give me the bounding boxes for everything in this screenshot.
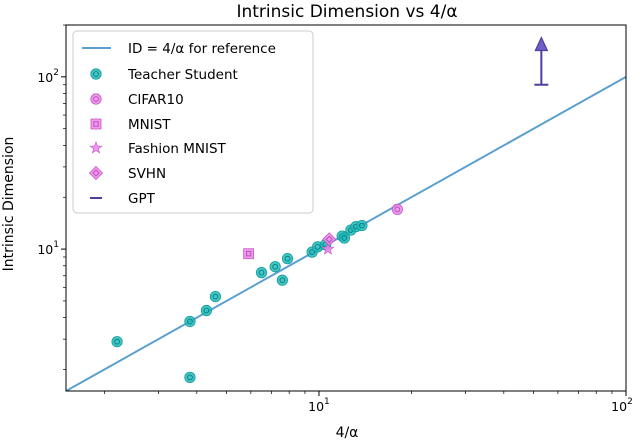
- point-svhn-0: [322, 232, 337, 247]
- point-teacher-student-8: [281, 253, 294, 265]
- series-svhn: [322, 232, 337, 247]
- legend-label-teacher-student: Teacher Student: [127, 67, 238, 83]
- legend-marker-cifar10: [90, 93, 102, 105]
- point-teacher-student-2: [184, 315, 196, 328]
- point-teacher-student-6: [269, 261, 281, 273]
- point-teacher-student-5: [255, 267, 268, 279]
- y-tick-label: 102: [37, 68, 59, 85]
- point-gpt-0: [534, 36, 549, 86]
- x-tick-label: 101: [308, 397, 330, 414]
- plot-frame: [65, 24, 627, 392]
- legend-label-reference-line: ID = 4/α for reference: [128, 41, 276, 57]
- point-teacher-student-0: [111, 336, 123, 348]
- point-fashion-mnist-0: [321, 242, 335, 255]
- legend-label-mnist: MNIST: [128, 117, 171, 133]
- legend: ID = 4/α for reference Teacher Student C…: [72, 30, 314, 214]
- point-teacher-student-13: [338, 232, 350, 244]
- legend-label-cifar10: CIFAR10: [128, 92, 184, 108]
- x-tick-label: 102: [611, 397, 633, 414]
- point-mnist-0: [243, 248, 255, 260]
- legend-label-svhn: SVHN: [128, 166, 166, 182]
- x-axis-label: 4/α: [336, 425, 359, 441]
- series-mnist: [243, 248, 255, 260]
- series-fashion-mnist: [321, 242, 335, 255]
- legend-label-fashion-mnist: Fashion MNIST: [128, 141, 227, 157]
- point-teacher-student-7: [276, 274, 288, 286]
- legend-label-gpt: GPT: [128, 191, 156, 207]
- series-teacher-student: [111, 219, 368, 383]
- point-teacher-student-1: [184, 371, 196, 383]
- point-teacher-student-3: [200, 304, 213, 317]
- point-teacher-student-4: [209, 290, 222, 303]
- legend-marker-teacher-student: [90, 68, 102, 80]
- point-cifar10-0: [391, 203, 403, 215]
- legend-marker-mnist: [90, 118, 102, 130]
- series-gpt: [534, 36, 549, 86]
- chart-title: Intrinsic Dimension vs 4/α: [236, 2, 457, 22]
- y-axis-label: Intrinsic Dimension: [1, 137, 17, 272]
- legend-marker-svhn: [88, 165, 104, 181]
- legend-marker-fashion-mnist: [89, 140, 103, 154]
- y-tick-label: 101: [37, 240, 59, 257]
- legend-frame: [72, 30, 314, 214]
- point-teacher-student-16: [356, 219, 368, 232]
- series-cifar10: [391, 203, 403, 215]
